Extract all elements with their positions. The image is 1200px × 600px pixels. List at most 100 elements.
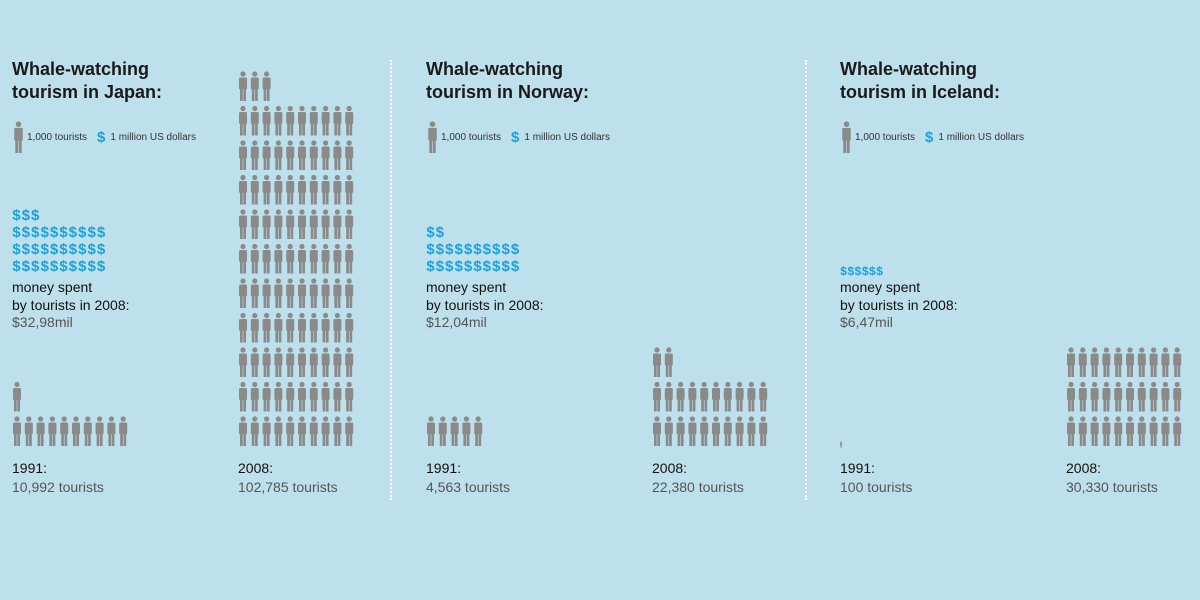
tourists-2008-pictogram [653,347,768,446]
person-icon [842,121,851,153]
person-icon [274,278,283,308]
person-icon [1161,416,1170,446]
person-icon [1090,347,1099,377]
person-icon [1102,347,1111,377]
year-2008-label: 2008: [238,460,274,476]
panel-title: Whale-watching tourism in Norway: [426,59,590,102]
person-icon [333,312,342,343]
person-icon [321,243,330,274]
legend-dollar-unit: 1 million US dollars [110,131,196,143]
person-icon [1126,347,1134,377]
person-icon [274,140,283,170]
year-2008-label: 2008: [652,460,688,476]
person-icon [309,278,318,308]
person-icon [321,140,330,170]
money-value: $12,04mil [426,314,487,330]
dollar-icon: $ [511,128,520,146]
person-icon [286,416,295,446]
person-icon [250,381,259,412]
person-icon [298,347,306,377]
person-icon [286,312,295,343]
person-icon [1149,381,1158,412]
person-icon [759,416,768,446]
person-icon [72,416,80,446]
person-icon [262,416,271,446]
person-icon [345,347,354,377]
person-icon [250,105,259,136]
person-icon [333,243,342,274]
person-icon [1078,347,1087,377]
money-label: money spent by tourists in 2008: [426,279,544,313]
person-icon [309,174,318,205]
person-icon [664,347,673,377]
year-1991-label: 1991: [426,460,462,476]
person-icon [298,209,306,239]
person-icon [676,381,685,412]
year-1991-value: 10,992 tourists [12,479,104,495]
person-icon [321,209,330,239]
tourists-1991-pictogram [840,441,842,448]
person-icon [1067,416,1075,446]
panel-title: Whale-watching tourism in Japan: [12,59,163,102]
year-2008-label: 2008: [1066,460,1102,476]
person-icon [250,174,259,205]
person-icon [309,416,318,446]
legend-tourist-unit: 1,000 tourists [27,131,88,143]
person-icon [1173,416,1182,446]
person-icon [723,381,732,412]
person-icon [345,140,354,170]
person-icon [239,278,247,308]
person-icon [262,243,271,274]
person-icon [119,416,128,446]
person-icon [333,381,342,412]
person-icon [712,381,720,412]
person-icon [1173,381,1182,412]
person-icon [13,416,21,446]
person-icon [333,105,342,136]
person-icon [274,312,283,343]
person-icon [309,243,318,274]
person-icon [1114,381,1123,412]
person-icon [239,105,247,136]
person-icon [60,416,69,446]
panel-divider [805,60,807,500]
person-icon [664,416,673,446]
person-icon [298,174,306,205]
person-icon [262,71,271,101]
person-icon [688,416,697,446]
person-icon [250,347,259,377]
legend-dollar-unit: 1 million US dollars [938,131,1024,143]
tourists-1991-pictogram [427,416,483,446]
person-icon [653,416,661,446]
year-1991-value: 4,563 tourists [426,479,511,495]
person-icon [274,243,283,274]
person-icon [1114,347,1123,377]
person-icon [262,105,271,136]
person-icon [298,312,306,343]
person-icon [36,416,45,446]
person-icon [1161,381,1170,412]
person-icon [250,278,259,308]
tourists-1991-pictogram [13,381,128,446]
person-icon [14,121,23,153]
person-icon [309,347,318,377]
person-icon [286,381,295,412]
person-icon [262,312,271,343]
person-icon [345,381,354,412]
person-icon [321,174,330,205]
person-icon [759,381,768,412]
person-icon [298,381,306,412]
person-icon [345,105,354,136]
person-icon [840,441,842,448]
person-icon [1137,347,1146,377]
person-icon [1067,347,1075,377]
person-icon [345,312,354,343]
person-icon [262,381,271,412]
person-icon [286,278,295,308]
person-icon [321,416,330,446]
person-icon [333,140,342,170]
legend-dollar-unit: 1 million US dollars [524,131,610,143]
person-icon [723,416,732,446]
person-icon [274,209,283,239]
person-icon [321,347,330,377]
